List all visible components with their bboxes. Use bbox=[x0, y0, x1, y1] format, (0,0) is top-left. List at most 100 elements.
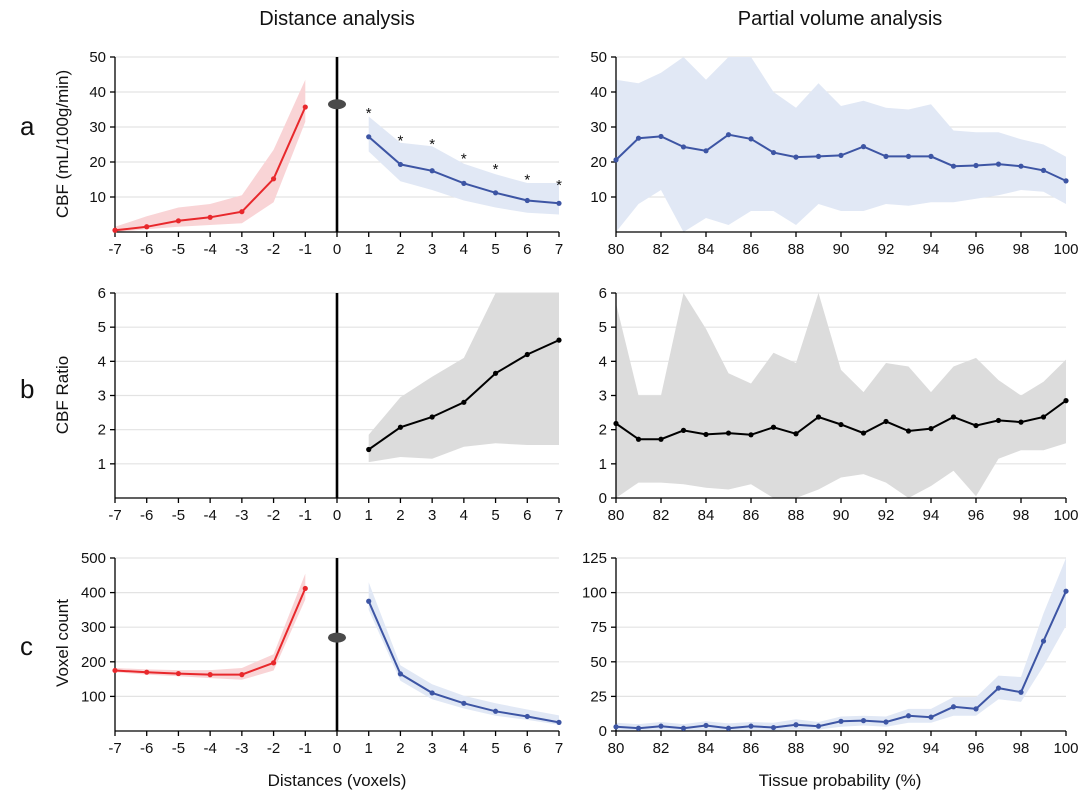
data-point bbox=[928, 426, 934, 432]
data-point bbox=[556, 200, 562, 206]
data-point bbox=[613, 157, 619, 163]
left-x-axis-label: Distances (voxels) bbox=[268, 771, 407, 790]
x-tick-label: 5 bbox=[491, 740, 499, 757]
data-point bbox=[270, 660, 277, 666]
data-point bbox=[429, 414, 435, 420]
x-tick-label: 96 bbox=[968, 740, 985, 757]
x-tick-label: 1 bbox=[365, 241, 373, 258]
chart-c-left: 100 200 300 400 500 -7 -6 -5 -4 -3 -2 -1 0 1 2 3 4 5 6 7 c Vo… bbox=[20, 550, 563, 757]
x-tick-label: 94 bbox=[923, 241, 940, 258]
x-tick-label: 2 bbox=[396, 507, 404, 524]
y-tick-label: 0 bbox=[599, 490, 607, 507]
x-tick-label: 3 bbox=[428, 507, 436, 524]
x-tick-label: -2 bbox=[267, 507, 280, 524]
data-point bbox=[144, 224, 150, 230]
y-tick-label: 40 bbox=[89, 84, 106, 101]
data-point bbox=[1063, 588, 1069, 594]
y-axis-label: CBF Ratio bbox=[53, 356, 72, 434]
left-column-title: Distance analysis bbox=[259, 8, 415, 30]
x-tick-label: 100 bbox=[1053, 507, 1078, 524]
x-tick-label: -2 bbox=[267, 740, 280, 757]
data-point bbox=[950, 414, 957, 420]
data-point bbox=[770, 424, 777, 430]
data-point bbox=[680, 144, 687, 150]
data-point bbox=[658, 133, 664, 140]
x-tick-label: 98 bbox=[1013, 507, 1030, 524]
y-tick-label: 75 bbox=[590, 619, 607, 636]
data-point bbox=[973, 162, 979, 169]
data-point bbox=[366, 446, 372, 453]
data-point bbox=[175, 670, 182, 677]
y-tick-label: 50 bbox=[89, 49, 106, 66]
data-point bbox=[725, 132, 732, 138]
y-tick-label: 6 bbox=[98, 285, 106, 302]
data-point bbox=[658, 723, 664, 729]
x-tick-label: -5 bbox=[172, 241, 185, 258]
data-point bbox=[838, 421, 844, 428]
x-tick-label: 86 bbox=[743, 740, 760, 757]
data-point bbox=[793, 431, 799, 437]
confidence-band bbox=[616, 293, 1066, 498]
data-point bbox=[995, 685, 1002, 691]
x-tick-label: 4 bbox=[460, 241, 468, 258]
data-point bbox=[905, 428, 912, 434]
x-tick-label: -5 bbox=[172, 740, 185, 757]
zero-marker bbox=[328, 632, 346, 643]
data-point bbox=[680, 427, 687, 433]
data-point bbox=[793, 722, 799, 728]
data-point bbox=[397, 161, 404, 168]
x-tick-label: 100 bbox=[1053, 241, 1078, 258]
y-tick-label: 30 bbox=[89, 119, 106, 136]
data-point bbox=[770, 724, 777, 731]
data-point bbox=[748, 723, 754, 729]
confidence-band bbox=[368, 116, 559, 215]
y-tick-label: 200 bbox=[81, 654, 106, 671]
significance-marker: * bbox=[366, 105, 372, 122]
y-tick-label: 4 bbox=[599, 353, 607, 370]
data-point bbox=[995, 161, 1002, 167]
y-tick-label: 10 bbox=[590, 189, 607, 206]
confidence-band bbox=[616, 57, 1066, 232]
x-tick-label: 5 bbox=[491, 241, 499, 258]
significance-marker: * bbox=[493, 161, 499, 178]
panel-letter: c bbox=[20, 631, 33, 661]
data-point bbox=[703, 431, 709, 438]
data-point bbox=[905, 153, 912, 159]
data-point bbox=[838, 152, 844, 158]
x-tick-label: 84 bbox=[698, 740, 715, 757]
data-point bbox=[680, 725, 687, 731]
data-point bbox=[112, 667, 118, 674]
data-point bbox=[613, 420, 619, 427]
x-tick-label: -1 bbox=[299, 507, 312, 524]
x-tick-label: 98 bbox=[1013, 241, 1030, 258]
x-tick-label: 7 bbox=[555, 241, 563, 258]
x-tick-label: 3 bbox=[428, 740, 436, 757]
y-tick-label: 5 bbox=[98, 319, 106, 336]
x-tick-label: -4 bbox=[203, 740, 216, 757]
confidence-band bbox=[616, 558, 1066, 731]
y-tick-label: 300 bbox=[81, 619, 106, 636]
x-tick-label: 92 bbox=[878, 241, 895, 258]
y-tick-label: 50 bbox=[590, 49, 607, 66]
data-point bbox=[860, 144, 867, 150]
y-tick-label: 40 bbox=[590, 84, 607, 101]
y-tick-label: 1 bbox=[599, 456, 607, 473]
data-point bbox=[658, 436, 664, 442]
data-point bbox=[461, 180, 467, 186]
data-point bbox=[492, 370, 499, 376]
data-point bbox=[556, 337, 562, 343]
x-tick-label: -4 bbox=[203, 241, 216, 258]
y-tick-label: 20 bbox=[590, 154, 607, 171]
confidence-band bbox=[368, 293, 559, 463]
x-tick-label: 90 bbox=[833, 507, 850, 524]
x-tick-label: 0 bbox=[333, 507, 341, 524]
data-point bbox=[635, 725, 642, 731]
x-tick-label: 94 bbox=[923, 507, 940, 524]
x-tick-label: 6 bbox=[523, 241, 531, 258]
x-tick-label: 0 bbox=[333, 740, 341, 757]
data-point bbox=[524, 713, 530, 720]
data-point bbox=[397, 424, 404, 430]
x-tick-label: 84 bbox=[698, 241, 715, 258]
x-tick-label: 0 bbox=[333, 241, 341, 258]
chart-c-right: 0 25 50 75 100 125 80 82 84 86 88 90 92 94 96 98 100 bbox=[582, 550, 1079, 757]
